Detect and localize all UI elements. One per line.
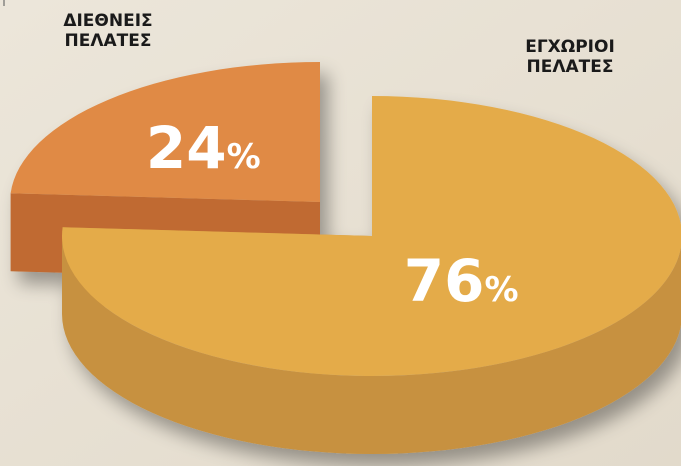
category-label-domestic: ΕΓΧΩΡΙΟΙ ΠΕΛΑΤΕΣ — [525, 37, 615, 77]
category-label-line: ΠΕΛΑΤΕΣ — [65, 31, 152, 51]
category-label-line: ΠΕΛΑΤΕΣ — [527, 57, 614, 77]
category-label-line: ΕΓΧΩΡΙΟΙ — [525, 37, 615, 57]
category-label-international: ΔΙΕΘΝΕΙΣ ΠΕΛΑΤΕΣ — [63, 11, 152, 51]
slice-value-percent-sign: % — [227, 137, 261, 177]
slice-value-percent-sign: % — [484, 270, 518, 310]
slice-value-number: 24 — [146, 114, 227, 182]
category-label-line: ΔΙΕΘΝΕΙΣ — [63, 11, 152, 31]
slice-value-number: 76 — [404, 247, 485, 315]
